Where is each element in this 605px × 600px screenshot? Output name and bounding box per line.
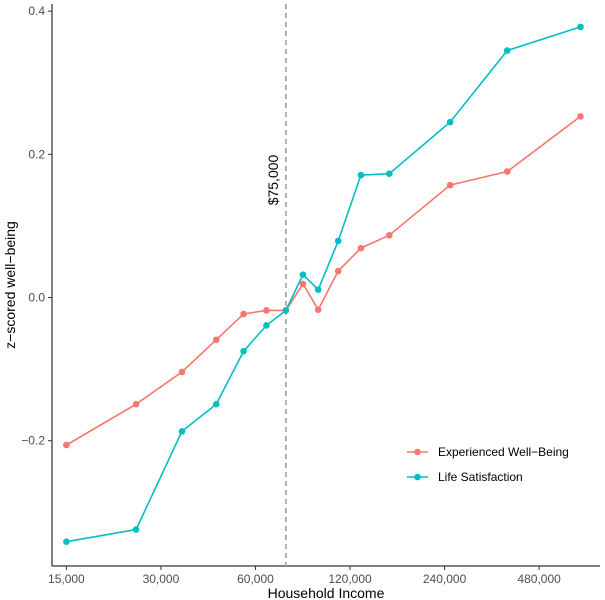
x-tick-label: 120,000 bbox=[328, 572, 372, 586]
legend-key-point bbox=[414, 473, 421, 481]
data-point bbox=[357, 171, 365, 179]
data-point bbox=[334, 267, 342, 275]
data-point bbox=[178, 428, 186, 435]
data-point bbox=[240, 347, 247, 355]
data-point bbox=[282, 307, 290, 314]
data-point bbox=[385, 231, 393, 239]
series-line bbox=[65, 115, 581, 446]
x-tick-label: 240,000 bbox=[423, 572, 467, 586]
series-layer bbox=[63, 23, 584, 545]
legend-label: Experienced Well−Being bbox=[438, 445, 569, 459]
data-point bbox=[212, 336, 220, 344]
income-threshold-annotation: $75,000 bbox=[265, 4, 287, 566]
axes: −0.2 0.0 0.2 0.4 15,000 30,000 60,000 120,000 24… bbox=[21, 4, 600, 586]
legend-item: Life Satisfaction bbox=[407, 470, 523, 484]
data-point bbox=[132, 526, 140, 533]
data-point bbox=[503, 47, 511, 54]
data-point bbox=[263, 307, 270, 314]
y-tick-label: −0.2 bbox=[21, 434, 45, 448]
data-point bbox=[446, 118, 454, 126]
y-axis-title: z−scored well−being bbox=[2, 221, 18, 349]
x-tick-label: 30,000 bbox=[143, 572, 180, 586]
data-point bbox=[503, 168, 511, 175]
data-point bbox=[299, 271, 307, 278]
legend-label: Life Satisfaction bbox=[438, 470, 523, 484]
data-point bbox=[577, 23, 584, 31]
data-point bbox=[334, 237, 342, 245]
x-tick-label: 15,000 bbox=[48, 572, 85, 586]
legend: Experienced Well−Being Life Satisfaction bbox=[407, 445, 569, 484]
data-point bbox=[132, 400, 140, 408]
data-point bbox=[263, 322, 270, 329]
series-life-satisfaction bbox=[63, 23, 584, 545]
y-tick-label: 0.0 bbox=[28, 291, 45, 305]
data-point bbox=[240, 310, 247, 318]
data-point bbox=[357, 244, 365, 252]
data-point bbox=[385, 170, 393, 177]
data-point bbox=[212, 400, 220, 408]
data-point bbox=[178, 368, 186, 376]
data-point bbox=[63, 538, 70, 545]
x-tick-label: 480,000 bbox=[517, 572, 561, 586]
legend-item: Experienced Well−Being bbox=[407, 445, 569, 459]
data-point bbox=[63, 441, 70, 449]
y-tick-label: 0.2 bbox=[28, 147, 45, 161]
data-point bbox=[314, 286, 322, 293]
data-point bbox=[577, 113, 584, 120]
x-tick-label: 60,000 bbox=[237, 572, 274, 586]
legend-key-point bbox=[414, 448, 421, 456]
x-axis-title: Household Income bbox=[268, 585, 385, 600]
data-point bbox=[314, 306, 322, 313]
series-line bbox=[66, 26, 581, 543]
data-point bbox=[446, 181, 454, 189]
data-point bbox=[299, 280, 307, 288]
y-tick-label: 0.4 bbox=[28, 4, 45, 18]
series-experienced-well-being bbox=[63, 113, 584, 449]
threshold-label: $75,000 bbox=[265, 154, 281, 205]
